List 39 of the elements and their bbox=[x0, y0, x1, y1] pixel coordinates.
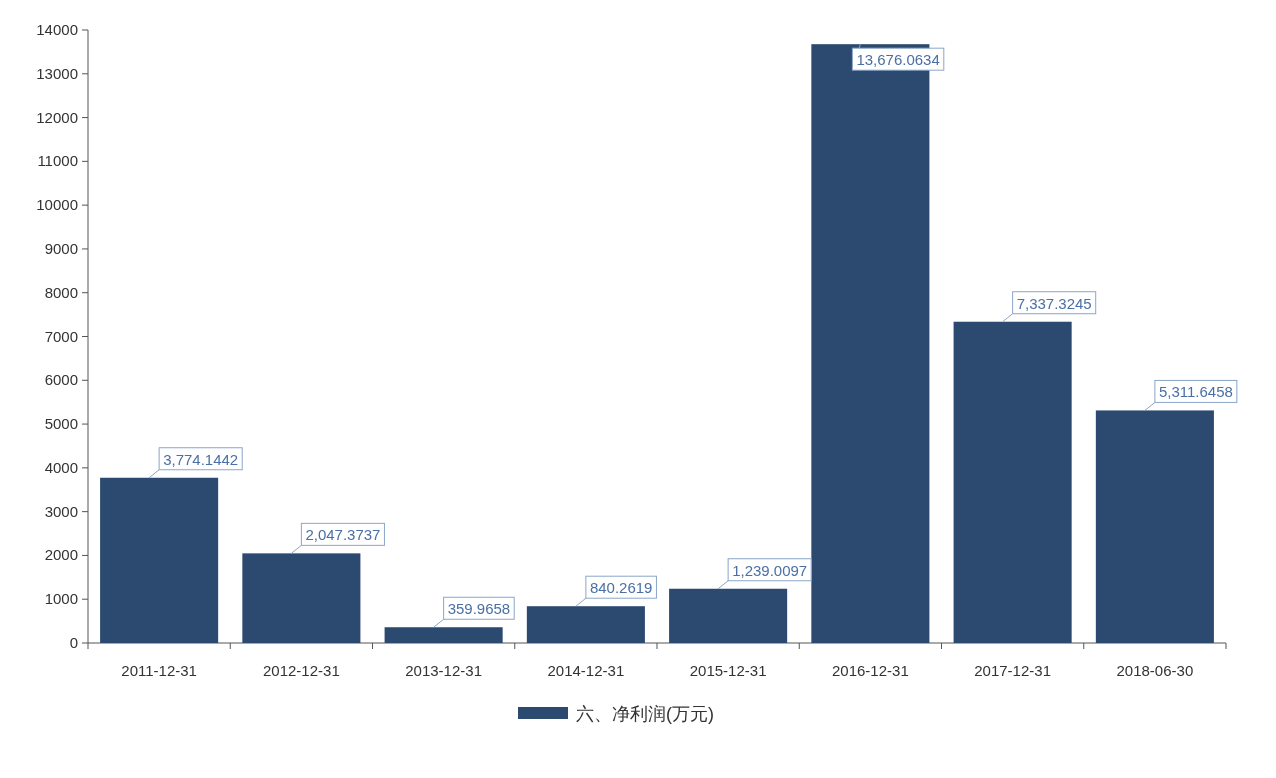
x-tick-label: 2014-12-31 bbox=[547, 662, 625, 679]
data-label: 7,337.3245 bbox=[1016, 294, 1092, 312]
y-tick-label: 1000 bbox=[44, 590, 78, 608]
x-tick-label: 2012-12-31 bbox=[263, 662, 340, 679]
x-tick-label: 2016-12-31 bbox=[832, 662, 909, 679]
bar bbox=[242, 553, 361, 643]
bar bbox=[1095, 410, 1214, 643]
y-tick-label: 5000 bbox=[44, 415, 78, 433]
x-tick-label: 2018-06-30 bbox=[1116, 662, 1194, 679]
data-label: 3,774.1442 bbox=[163, 450, 239, 468]
bar bbox=[100, 477, 219, 643]
y-tick-label: 10000 bbox=[36, 196, 78, 214]
y-tick-label: 9000 bbox=[44, 239, 78, 257]
y-tick-label: 7000 bbox=[44, 327, 78, 345]
data-label: 840.2619 bbox=[589, 579, 653, 597]
data-label: 359.9658 bbox=[447, 600, 511, 618]
x-tick-label: 2011-12-31 bbox=[121, 662, 197, 679]
data-label: 2,047.3737 bbox=[305, 526, 381, 544]
data-label: 5,311.6458 bbox=[1158, 383, 1233, 401]
y-tick-label: 14000 bbox=[36, 21, 78, 38]
bar bbox=[526, 606, 645, 643]
y-tick-label: 0 bbox=[69, 634, 78, 651]
x-tick-label: 2013-12-31 bbox=[405, 662, 482, 679]
y-tick-label: 2000 bbox=[44, 546, 78, 564]
data-label: 1,239.0097 bbox=[732, 561, 808, 579]
bar bbox=[669, 588, 788, 643]
data-label: 13,676.0634 bbox=[856, 51, 940, 69]
y-tick-label: 4000 bbox=[44, 458, 78, 476]
y-tick-label: 11000 bbox=[37, 152, 78, 170]
x-tick-label: 2017-12-31 bbox=[974, 662, 1051, 679]
y-tick-label: 3000 bbox=[44, 502, 78, 520]
y-tick-label: 13000 bbox=[36, 64, 78, 82]
bar bbox=[384, 627, 503, 643]
legend-label: 六、净利润(万元) bbox=[576, 704, 714, 724]
bar bbox=[953, 321, 1072, 643]
y-tick-label: 8000 bbox=[44, 283, 78, 301]
x-tick-label: 2015-12-31 bbox=[689, 662, 767, 679]
y-tick-label: 12000 bbox=[36, 108, 78, 126]
y-tick-label: 6000 bbox=[44, 371, 78, 389]
